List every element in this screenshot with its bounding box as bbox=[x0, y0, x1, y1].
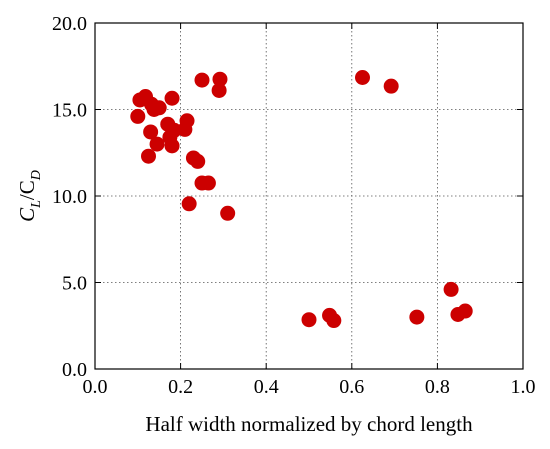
data-point bbox=[220, 205, 236, 221]
x-tick-label: 1.0 bbox=[511, 376, 536, 398]
y-axis-title-slash: /C bbox=[15, 180, 39, 200]
data-point bbox=[143, 124, 159, 140]
data-point bbox=[190, 153, 206, 169]
x-tick-label: 0.2 bbox=[168, 376, 193, 398]
y-tick-label: 10.0 bbox=[52, 186, 87, 208]
data-point bbox=[212, 71, 228, 87]
data-point bbox=[383, 78, 399, 94]
data-point bbox=[181, 196, 197, 212]
x-tick-label: 0.6 bbox=[339, 376, 364, 398]
data-point bbox=[149, 136, 165, 152]
data-point bbox=[130, 108, 146, 124]
y-axis-title-sub2: D bbox=[29, 170, 44, 181]
y-tick-label: 20.0 bbox=[52, 13, 87, 35]
data-point bbox=[326, 313, 342, 329]
data-point bbox=[301, 312, 317, 328]
data-point bbox=[200, 175, 216, 191]
y-tick-label: 5.0 bbox=[62, 273, 87, 295]
y-axis-title-main: C bbox=[15, 207, 39, 222]
data-point bbox=[457, 303, 473, 319]
x-tick-label: 0.8 bbox=[425, 376, 450, 398]
gridlines bbox=[95, 23, 523, 369]
axis-ticks: 0.0 0.2 0.4 0.6 0.8 1.0 0.0 5.0 10.0 15.0 20.0 bbox=[52, 13, 536, 398]
y-tick-label: 15.0 bbox=[52, 100, 87, 122]
data-point bbox=[194, 72, 210, 88]
data-point bbox=[179, 113, 195, 129]
x-tick-label: 0.4 bbox=[254, 376, 279, 398]
data-point bbox=[443, 281, 459, 297]
x-axis-title: Half width normalized by chord length bbox=[145, 412, 473, 436]
data-point bbox=[355, 69, 370, 85]
data-point bbox=[141, 148, 156, 164]
x-tick-label: 0.0 bbox=[83, 376, 108, 398]
data-point bbox=[146, 102, 162, 117]
y-axis-title-sub1: L bbox=[29, 200, 44, 209]
data-points bbox=[130, 69, 473, 329]
y-axis-title: CL/CD bbox=[15, 170, 44, 222]
data-point bbox=[211, 82, 227, 98]
y-tick-label: 0.0 bbox=[62, 359, 87, 381]
data-point bbox=[164, 138, 180, 154]
data-point bbox=[164, 90, 180, 106]
data-point bbox=[409, 309, 425, 325]
